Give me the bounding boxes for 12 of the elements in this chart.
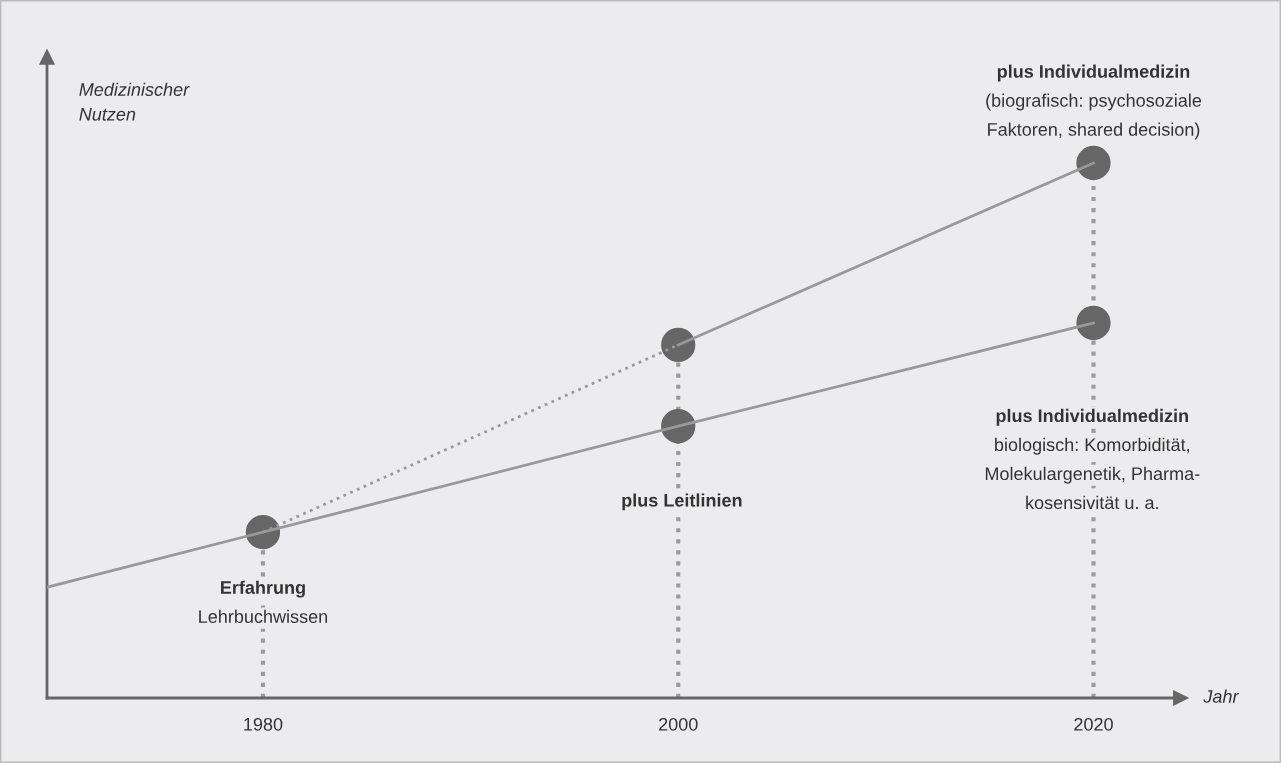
x-tick-label: 1980 — [244, 717, 283, 731]
x-axis-title: Jahr — [1203, 689, 1240, 703]
annotation: plus Individualmedizin biologisch: Komorbidität, Molekulargenetik, Pharma- kosensivität u. a. — [985, 408, 1200, 510]
point — [661, 327, 696, 363]
point — [1076, 145, 1111, 181]
x-tick-label: 2000 — [659, 717, 698, 731]
x-tick-label: 2020 — [1074, 717, 1113, 731]
point — [1076, 305, 1111, 341]
annotation: Erfahrung Lehrbuchwissen — [199, 580, 328, 623]
annotation: plus Individualmedizin (biografisch: psychosoziale Faktoren, shared decision) — [986, 64, 1202, 140]
annotation: plus Leitlinien — [622, 493, 742, 511]
y-axis-title: Medizinischer Nutzen — [79, 82, 190, 121]
